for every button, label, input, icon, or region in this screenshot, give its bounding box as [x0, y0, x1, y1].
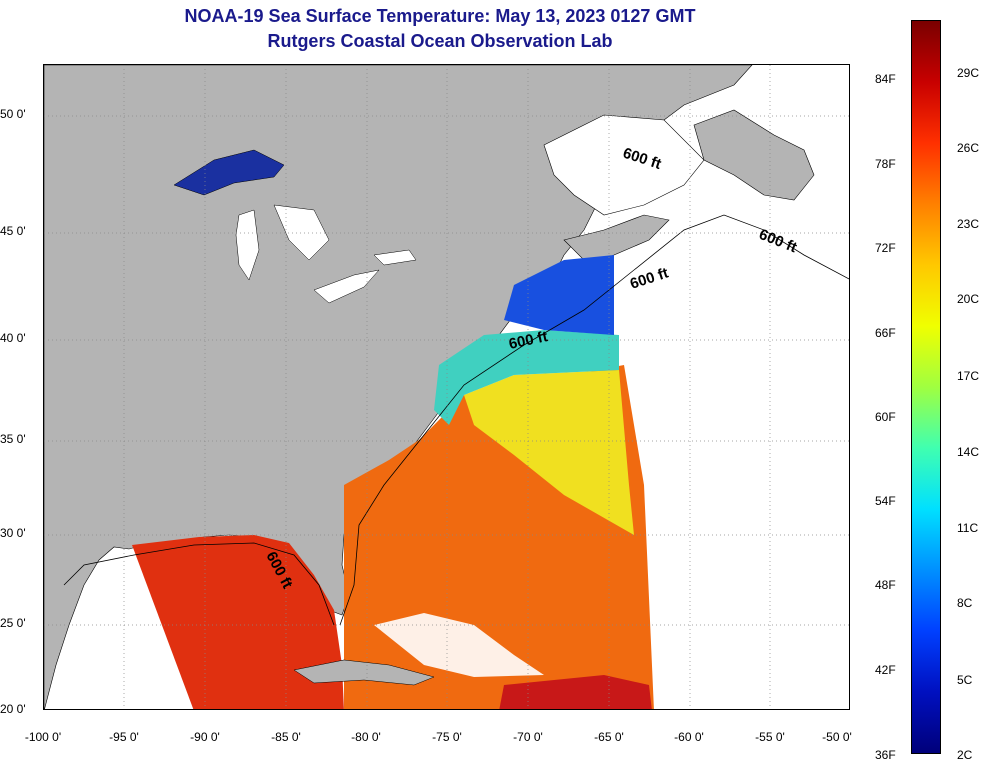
lon-tick-label: -55 0' [755, 730, 785, 744]
lat-tick-label: 35 0' [0, 432, 26, 446]
contour-label: 600 ft [628, 265, 671, 293]
lon-tick-label: -60 0' [674, 730, 704, 744]
sst-patch-hot [499, 675, 652, 709]
gulf-st-lawrence [543, 114, 705, 216]
colorbar-celsius-label: 5C [957, 673, 973, 687]
lat-tick-label: 25 0' [0, 616, 26, 630]
colorbar-fahrenheit-label: 36F [875, 748, 896, 762]
map-title: NOAA-19 Sea Surface Temperature: May 13,… [184, 6, 696, 26]
lon-tick-label: -50 0' [822, 730, 852, 744]
sst-swath-atlantic-cool [434, 330, 619, 425]
colorbar-fahrenheit-label: 48F [875, 578, 896, 592]
colorbar-fahrenheit-label: 60F [875, 410, 896, 424]
lake-michigan-huron [235, 204, 330, 281]
sst-swath-atlantic-cold [504, 255, 614, 335]
lon-tick-label: -65 0' [594, 730, 624, 744]
lat-tick-label: 50 0' [0, 107, 26, 121]
lon-tick-label: -70 0' [513, 730, 543, 744]
lon-tick-label: -95 0' [109, 730, 139, 744]
sst-map: 600 ft 600 ft 600 ft 600 ft 600 ft [43, 64, 850, 710]
lon-tick-label: -75 0' [432, 730, 462, 744]
colorbar-celsius-label: 20C [957, 292, 980, 306]
lon-tick-label: -90 0' [190, 730, 220, 744]
colorbar-celsius-label: 14C [957, 445, 980, 459]
lon-tick-label: -80 0' [351, 730, 381, 744]
colorbar-fahrenheit-label: 54F [875, 494, 896, 508]
temperature-colorbar [911, 20, 941, 754]
sst-swath-gulf [132, 535, 344, 709]
colorbar-celsius-label: 8C [957, 596, 973, 610]
colorbar-fahrenheit-label: 42F [875, 663, 896, 677]
colorbar-celsius-label: 11C [957, 521, 979, 535]
sst-patch-cloud [374, 613, 544, 677]
lat-tick-label: 30 0' [0, 526, 26, 540]
contour-label: 600 ft [757, 226, 800, 256]
sst-swath-atlantic-yellow [464, 370, 634, 535]
colorbar-celsius-label: 2C [957, 748, 973, 762]
colorbar-fahrenheit-label: 72F [875, 241, 896, 255]
lat-tick-label: 45 0' [0, 224, 26, 238]
lake-erie-ontario [313, 249, 417, 304]
land-cuba-overlay [293, 659, 435, 686]
colorbar-celsius-label: 29C [957, 66, 980, 80]
lon-tick-label: -100 0' [24, 730, 62, 744]
colorbar-fahrenheit-label: 78F [875, 157, 896, 171]
lat-tick-label: 20 0' [0, 702, 26, 716]
colorbar-celsius-label: 17C [957, 369, 980, 383]
isobath-600ft [63, 214, 849, 626]
land-newfoundland [693, 109, 815, 201]
graticule [44, 65, 849, 709]
colorbar-fahrenheit-label: 66F [875, 326, 896, 340]
lake-superior [173, 149, 285, 196]
colorbar-celsius-label: 23C [957, 217, 980, 231]
colorbar-celsius-label: 26C [957, 141, 980, 155]
map-subtitle: Rutgers Coastal Ocean Observation Lab [267, 31, 613, 51]
colorbar-fahrenheit-label: 84F [875, 72, 896, 86]
lat-tick-label: 40 0' [0, 331, 26, 345]
sst-map-canvas: 600 ft 600 ft 600 ft 600 ft 600 ft [44, 65, 849, 709]
lon-tick-label: -85 0' [271, 730, 301, 744]
